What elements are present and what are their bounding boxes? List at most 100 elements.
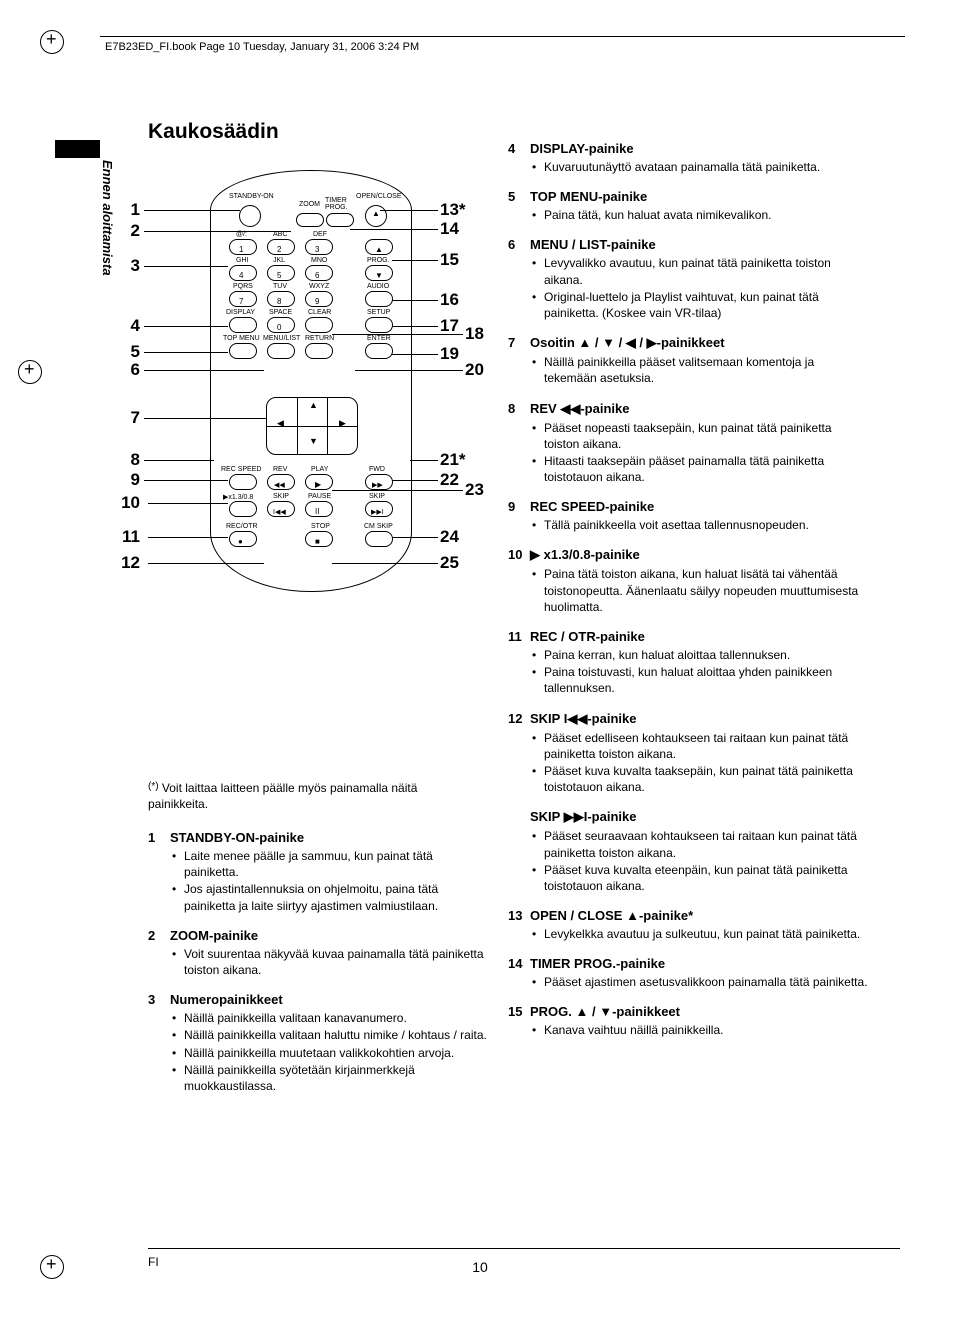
entry-title: 7Osoitin ▲ / ▼ / ◀ / ▶-painikkeet: [508, 335, 868, 351]
entry-title: 8REV ◀◀-painike: [508, 401, 868, 417]
btn-skipfwd: ▶▶I: [365, 501, 393, 517]
header-rule: [100, 36, 905, 37]
btn-display: [229, 317, 257, 333]
btn-3: 3: [305, 239, 333, 255]
entry-heading-text: STANDBY-ON-painike: [170, 830, 484, 845]
entry: 11REC / OTR-painikePaina kerran, kun hal…: [508, 629, 868, 697]
entry-heading-text: OPEN / CLOSE ▲-painike*: [530, 908, 864, 923]
entry-num: 7: [508, 335, 530, 350]
entry-bullets: Pääset edelliseen kohtaukseen tai raitaa…: [530, 730, 868, 796]
btn-play: ▶: [305, 474, 333, 490]
callout-20: 20: [465, 360, 484, 380]
callout-12: 12: [110, 553, 140, 573]
label-brc: STOP: [311, 523, 330, 530]
tab-mark: [55, 140, 100, 158]
reg-mark-icon: [40, 1255, 62, 1277]
btn-5: 5: [267, 265, 295, 281]
entry-heading-text: REV ◀◀-painike: [530, 401, 864, 417]
asterisk-note: (*) Voit laittaa laitteen päälle myös pa…: [148, 780, 478, 812]
btn-setup: [365, 317, 393, 333]
entry-bullet: Kanava vaihtuu näillä painikkeilla.: [544, 1022, 868, 1038]
label-r3c: WXYZ: [309, 283, 329, 290]
callout-3: 3: [110, 256, 140, 276]
entry: 7Osoitin ▲ / ▼ / ◀ / ▶-painikkeet Näillä …: [508, 335, 868, 386]
entry-bullet: Kuvaruutunäyttö avataan painamalla tätä …: [544, 159, 868, 175]
btn-menulist: [267, 343, 295, 359]
callout-21: 21*: [440, 450, 466, 470]
entry-heading-text: REC SPEED-painike: [530, 499, 864, 514]
entry-bullet: Tällä painikkeella voit asettaa tallennu…: [544, 517, 868, 533]
callout-13: 13*: [440, 200, 466, 220]
label-r5b: MENU/LIST: [263, 335, 300, 342]
entry-bullet: Pääset seuraavaan kohtaukseen tai raitaa…: [544, 828, 868, 860]
callout-11: 11: [110, 527, 140, 547]
entry-num: 13: [508, 908, 530, 923]
label-r3d: AUDIO: [367, 283, 389, 290]
btn-fwd: ▶▶: [365, 474, 393, 490]
entry: 6MENU / LIST-painikeLevyvalikko avautuu,…: [508, 237, 868, 321]
btn-6: 6: [305, 265, 333, 281]
entry-heading-text: SKIP ▶▶I-painike: [530, 809, 864, 825]
btn-recotr: ●: [229, 531, 257, 547]
entry-num: 8: [508, 401, 530, 416]
btn-cmskip: [365, 531, 393, 547]
entry-bullet: Pääset nopeasti taaksepäin, kun painat t…: [544, 420, 868, 452]
page-number: 10: [472, 1259, 488, 1275]
entry-bullet: Näillä painikkeilla syötetään kirjainmer…: [184, 1062, 488, 1094]
btn-return: [305, 343, 333, 359]
entry-num: 2: [148, 928, 170, 943]
btn-0: 0: [267, 317, 295, 333]
callout-14: 14: [440, 219, 459, 239]
entry-title: 1STANDBY-ON-painike: [148, 830, 488, 845]
btn-enter: [365, 343, 393, 359]
entry: 12SKIP I◀◀-painikePääset edelliseen koht…: [508, 711, 868, 796]
entry-title: 4DISPLAY-painike: [508, 141, 868, 156]
reg-mark-icon: [40, 30, 62, 52]
btn-progdn: ▼: [365, 265, 393, 281]
btn-audio: [365, 291, 393, 307]
entry-bullet: Paina kerran, kun haluat aloittaa tallen…: [544, 647, 868, 663]
entry-bullets: Pääset seuraavaan kohtaukseen tai raitaa…: [530, 828, 868, 894]
entry-bullets: Kanava vaihtuu näillä painikkeilla.: [530, 1022, 868, 1038]
entry-bullets: Tällä painikkeella voit asettaa tallennu…: [530, 517, 868, 533]
entry-heading-text: ZOOM-painike: [170, 928, 484, 943]
callout-19: 19: [440, 344, 459, 364]
entry-bullet: Pääset kuva kuvalta eteenpäin, kun paina…: [544, 862, 868, 894]
btn-stop: ■: [305, 531, 333, 547]
btn-openclose: ▲: [365, 205, 387, 227]
btn-standby: [239, 205, 261, 227]
entry-heading-text: Numeropainikkeet: [170, 992, 484, 1007]
entry-num: 3: [148, 992, 170, 1007]
callout-17: 17: [440, 316, 459, 336]
btn-topmenu: [229, 343, 257, 359]
entry-heading-text: SKIP I◀◀-painike: [530, 711, 864, 727]
entry-num: 5: [508, 189, 530, 204]
entry-title: SKIP ▶▶I-painike: [508, 809, 868, 825]
entry-title: 15PROG. ▲ / ▼-painikkeet: [508, 1004, 868, 1019]
entry-num: 1: [148, 830, 170, 845]
entry-title: 3Numeropainikkeet: [148, 992, 488, 1007]
label-r2d: PROG.: [367, 257, 390, 264]
entry-title: 9REC SPEED-painike: [508, 499, 868, 514]
label-r3a: PQRS: [233, 283, 253, 290]
label-timer: TIMER: [325, 197, 347, 204]
label-prc: PLAY: [311, 466, 328, 473]
label-r5a: TOP MENU: [223, 335, 260, 342]
label-brd: CM SKIP: [364, 523, 393, 530]
callout-23: 23: [465, 480, 484, 500]
entry-bullet: Näillä painikkeilla pääset valitsemaan k…: [544, 354, 868, 386]
callout-25: 25: [440, 553, 459, 573]
entry-bullet: Paina toistuvasti, kun haluat aloittaa y…: [544, 664, 868, 696]
entry-bullets: Voit suurentaa näkyvää kuvaa painamalla …: [170, 946, 488, 978]
btn-8: 8: [267, 291, 295, 307]
label-r5c: RETURN: [305, 335, 334, 342]
entry-num: 11: [508, 629, 530, 644]
remote-diagram: STANDBY-ON ZOOM TIMER PROG. OPEN/CLOSE ▲…: [140, 160, 490, 730]
entry-bullet: Näillä painikkeilla valitaan haluttu nim…: [184, 1027, 488, 1043]
entry-num: 14: [508, 956, 530, 971]
entry: 14TIMER PROG.-painikePääset ajastimen as…: [508, 956, 868, 990]
entry-heading-text: TIMER PROG.-painike: [530, 956, 864, 971]
btn-4: 4: [229, 265, 257, 281]
entry-bullet: Levyvalikko avautuu, kun painat tätä pai…: [544, 255, 868, 287]
entry-num: 4: [508, 141, 530, 156]
